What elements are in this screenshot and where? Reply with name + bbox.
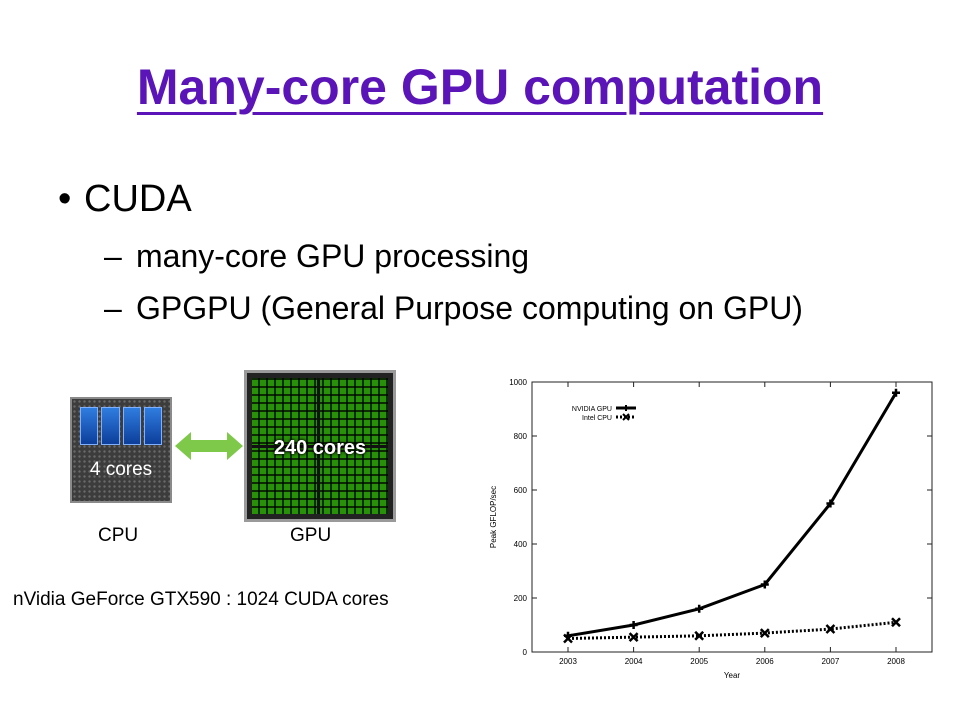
legend-label: Intel CPU xyxy=(582,415,612,422)
sub-marker: – xyxy=(104,290,122,326)
x-tick-label: 2007 xyxy=(822,657,840,666)
intel-cpu-point xyxy=(825,624,836,634)
legend-marker xyxy=(623,405,629,411)
y-tick-label: 1000 xyxy=(509,378,527,387)
x-tick-label: 2008 xyxy=(887,657,905,666)
nvidia-gpu-point xyxy=(826,499,835,508)
plot-frame xyxy=(531,381,933,653)
gpu-caption: GPU xyxy=(290,525,332,546)
sub-item-text: many-core GPU processing xyxy=(136,238,530,274)
legend-label: NVIDIA GPU xyxy=(572,406,612,413)
x-tick-label: 2003 xyxy=(559,657,577,666)
sub-item: – many-core GPU processing xyxy=(104,238,529,275)
y-tick-label: 600 xyxy=(514,486,528,495)
y-tick-label: 400 xyxy=(514,540,528,549)
cpu-core xyxy=(143,407,162,445)
cpu-core xyxy=(122,407,141,445)
nvidia-gpu-line xyxy=(567,392,898,638)
nvidia-gpu-point xyxy=(892,388,900,397)
gtx590-note: nVidia GeForce GTX590 : 1024 CUDA cores xyxy=(13,589,389,610)
y-tick-label: 200 xyxy=(514,594,528,603)
cpu-chip-image: 4 cores xyxy=(70,397,172,503)
cpu-chip-label: 4 cores xyxy=(89,459,153,480)
x-tick-label: 2004 xyxy=(625,657,643,666)
gflops-chart: 0 200 400 600 800 1000 2003 2004 2005 2006 2007 200… xyxy=(489,378,933,680)
nvidia-gpu-point xyxy=(695,604,704,613)
y-axis-label: Peak GFLOP/sec xyxy=(489,486,498,548)
legend-marker xyxy=(622,413,630,421)
x-tick-label: 2005 xyxy=(690,657,708,666)
sub-item-text: GPGPU (General Purpose computing on GPU) xyxy=(136,290,803,326)
x-axis-label: Year xyxy=(724,671,741,680)
nvidia-gpu-point xyxy=(629,621,638,629)
double-arrow-icon xyxy=(175,432,243,460)
intel-cpu-point xyxy=(759,628,770,638)
gpu-divider xyxy=(252,445,388,448)
nvidia-gpu-point xyxy=(760,580,769,589)
y-tick-label: 0 xyxy=(523,648,528,657)
bullet-marker: • xyxy=(58,178,72,220)
sub-item: – GPGPU (General Purpose computing on GPU… xyxy=(104,290,803,327)
intel-cpu-point xyxy=(563,633,573,644)
cpu-cores-graphic xyxy=(80,407,162,445)
cpu-caption: CPU xyxy=(98,525,139,546)
intel-cpu-point xyxy=(694,630,705,641)
gpu-chip-image: 240 cores xyxy=(244,370,396,522)
intel-cpu-point xyxy=(891,617,901,628)
slide-title: Many-core GPU computation xyxy=(136,59,824,115)
cpu-core xyxy=(101,407,120,445)
gpu-chip-label: 240 cores xyxy=(273,437,367,459)
intel-cpu-line xyxy=(567,620,897,640)
sub-marker: – xyxy=(104,238,122,274)
bullet-text: CUDA xyxy=(84,178,192,220)
x-tick-label: 2006 xyxy=(756,657,774,666)
y-tick-label: 800 xyxy=(514,432,528,441)
intel-cpu-point xyxy=(628,632,639,643)
bullet-item: • CUDA xyxy=(58,178,192,221)
cpu-core xyxy=(80,407,99,445)
